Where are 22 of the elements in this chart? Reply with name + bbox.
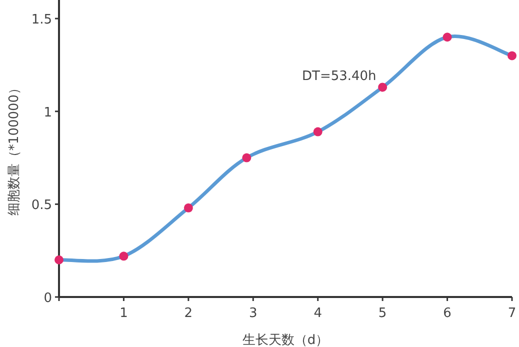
point xyxy=(54,255,64,264)
x-tick-label: 5 xyxy=(378,306,387,321)
x-tick-label: 6 xyxy=(443,306,452,321)
y-tick-label: 0 xyxy=(44,291,52,306)
y-axis-title: 细胞数量（*100000） xyxy=(7,81,22,216)
y-tick-label: 1 xyxy=(44,105,52,120)
x-tick-label: 3 xyxy=(249,306,258,321)
x-axis-title: 生长天数（d） xyxy=(242,333,329,347)
point xyxy=(378,82,388,92)
point xyxy=(442,32,452,42)
y-tick-label: 0.5 xyxy=(31,198,52,214)
x-tick-label: 4 xyxy=(314,306,322,321)
point xyxy=(508,51,516,60)
x-tick-label: 2 xyxy=(184,306,193,321)
x-tick-label: 1 xyxy=(120,306,128,321)
point xyxy=(184,203,193,212)
annotation: DT=53.40h xyxy=(302,69,376,84)
x-tick-label: 7 xyxy=(508,306,516,321)
y-tick-label: 1.5 xyxy=(31,12,52,28)
point xyxy=(119,252,128,261)
point xyxy=(242,153,252,162)
point xyxy=(313,127,322,136)
